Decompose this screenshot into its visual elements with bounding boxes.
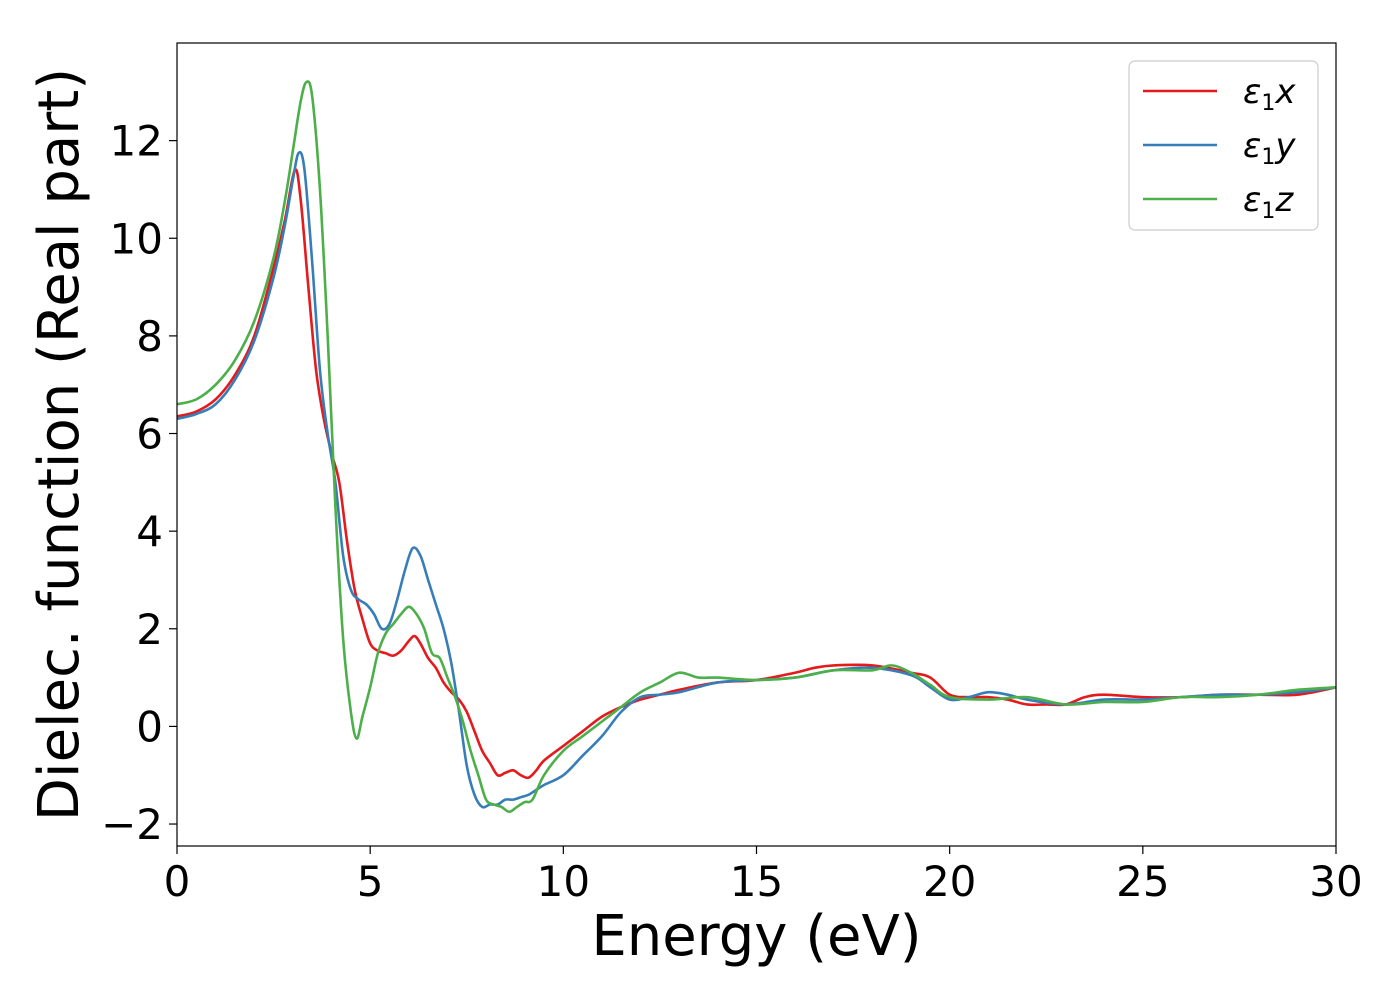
series-line-z [177, 80, 1336, 814]
y-tick-label: 10 [110, 214, 163, 263]
x-tick-label: 5 [357, 857, 384, 906]
x-axis-ticks: 0 5 10 15 20 25 30 [164, 846, 1363, 906]
y-tick-label: 2 [136, 605, 163, 654]
series-lines [177, 80, 1336, 814]
x-tick-label: 0 [164, 857, 191, 906]
y-axis-label: Dielec. function (Real part) [27, 68, 92, 821]
y-tick-label: 6 [136, 410, 163, 459]
y-tick-label: 4 [136, 507, 163, 556]
y-tick-label: 8 [136, 312, 163, 361]
x-tick-label: 20 [923, 857, 976, 906]
series-line-x [177, 168, 1336, 780]
y-tick-label: 12 [110, 117, 163, 166]
legend-label-x: ε1x [1243, 72, 1296, 116]
y-tick-label: −2 [101, 800, 163, 849]
x-tick-label: 10 [537, 857, 590, 906]
legend: ε1x ε1y ε1z [1128, 60, 1319, 231]
legend-box [1128, 60, 1319, 231]
x-axis-label: Energy (eV) [591, 904, 921, 969]
legend-label-z: ε1z [1243, 180, 1294, 224]
x-tick-label: 25 [1116, 857, 1169, 906]
legend-label-y: ε1y [1243, 126, 1296, 170]
x-tick-label: 15 [730, 857, 783, 906]
x-tick-label: 30 [1309, 857, 1362, 906]
y-axis-ticks: −2 0 2 4 6 8 10 12 [101, 117, 177, 849]
y-tick-label: 0 [136, 702, 163, 751]
